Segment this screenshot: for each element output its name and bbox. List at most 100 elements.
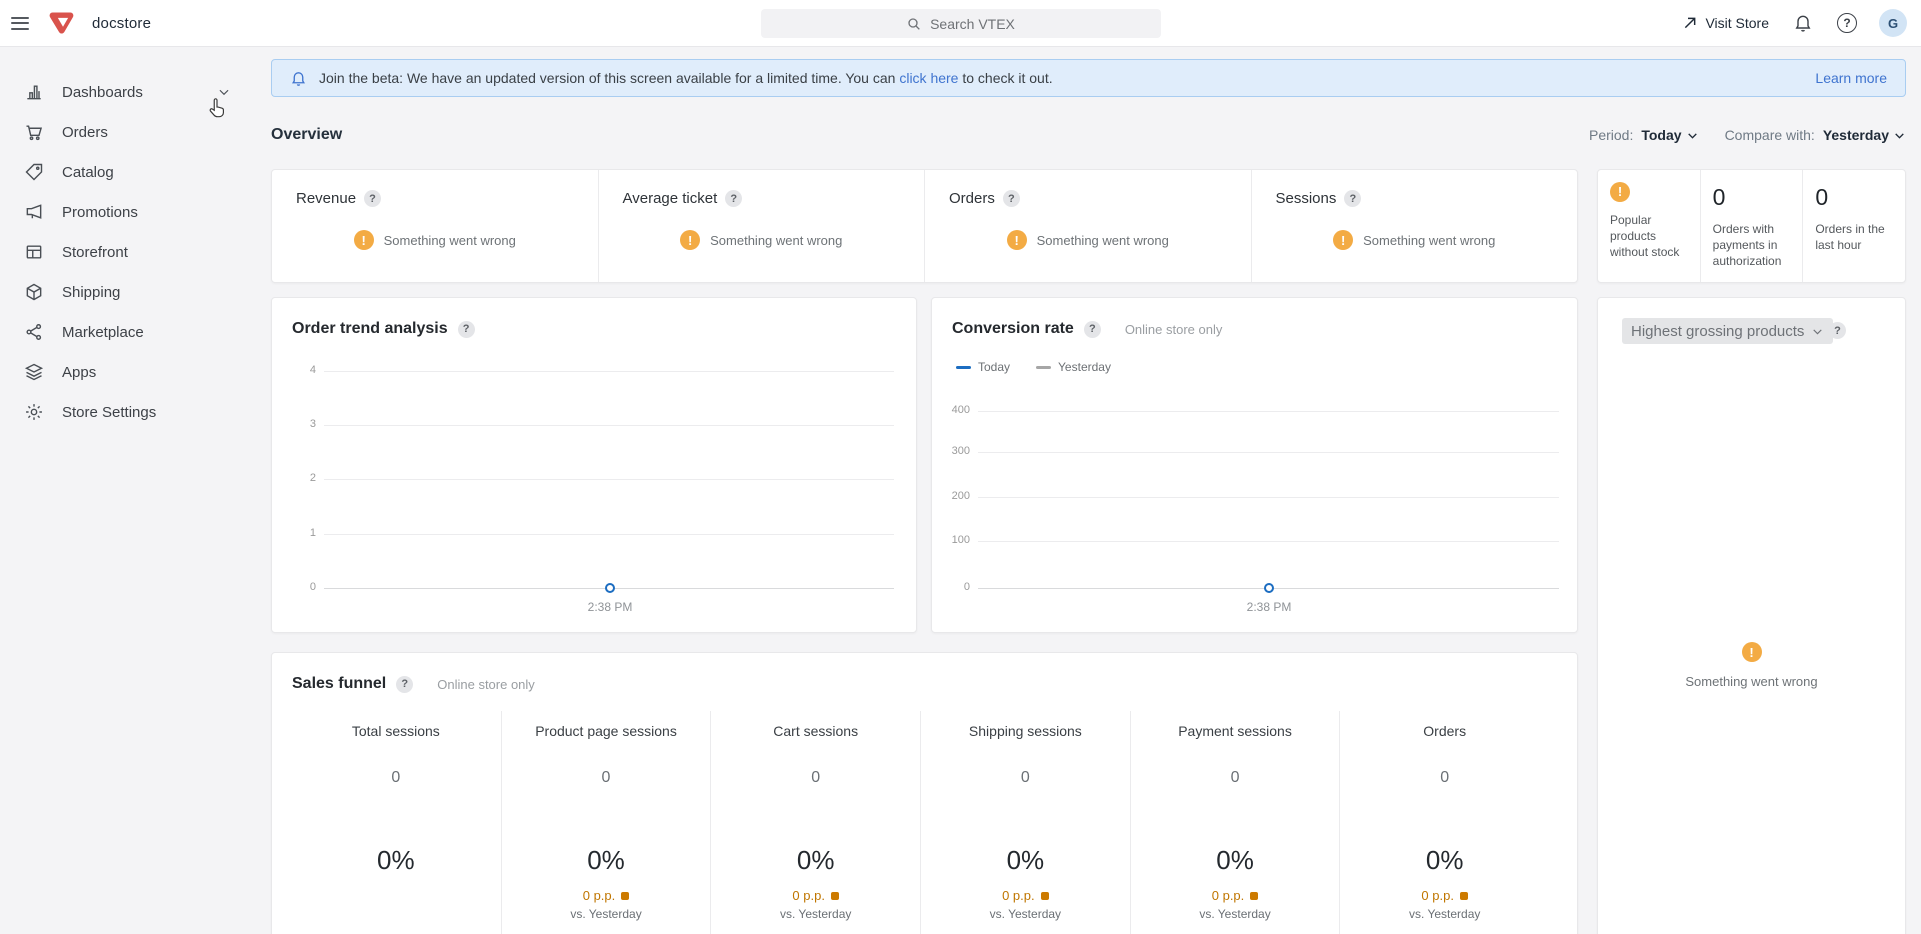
stat-value: 0 bbox=[1712, 184, 1726, 210]
help-icon[interactable]: ? bbox=[1002, 190, 1020, 207]
y-tick: 200 bbox=[951, 490, 970, 502]
stat-orders-last-hour: 0 Orders in the last hour bbox=[1802, 170, 1905, 282]
help-icon[interactable]: ? bbox=[1829, 322, 1846, 339]
external-link-icon bbox=[1685, 17, 1696, 29]
help-icon[interactable]: ? bbox=[396, 675, 414, 693]
x-tick: 2:38 PM bbox=[587, 600, 633, 614]
y-tick: 100 bbox=[951, 534, 970, 546]
stat-value: 0 bbox=[1815, 184, 1829, 210]
sidebar-item-promotions[interactable]: Promotions bbox=[0, 192, 251, 232]
help-icon[interactable]: ? bbox=[457, 320, 475, 338]
banner-text: Join the beta: We have an updated versio… bbox=[319, 70, 1053, 86]
funnel-col-shipping-sessions: Shipping sessions 0 0% 0 p.p. vs. Yester… bbox=[920, 711, 1130, 934]
layers-icon bbox=[24, 363, 44, 381]
legend-today[interactable]: Today bbox=[956, 360, 1010, 374]
compare-select[interactable]: Yesterday bbox=[1823, 127, 1906, 143]
delta: 0 p.p. bbox=[921, 888, 1130, 903]
funnel-col-payment-sessions: Payment sessions 0 0% 0 p.p. vs. Yesterd… bbox=[1129, 711, 1340, 934]
hamburger-icon bbox=[11, 13, 29, 33]
gear-icon bbox=[26, 404, 42, 420]
sidebar-item-label: Apps bbox=[62, 363, 97, 381]
quick-stats-card: ! Popular products without stock 0 Order… bbox=[1597, 169, 1906, 283]
sidebar-item-catalog[interactable]: Catalog bbox=[0, 152, 251, 192]
warning-icon: ! bbox=[1333, 230, 1354, 250]
sidebar-item-shipping[interactable]: Shipping bbox=[0, 272, 251, 312]
tag-icon bbox=[25, 163, 43, 181]
period-select[interactable]: Today bbox=[1641, 127, 1698, 143]
vs-label: vs. Yesterday bbox=[570, 907, 642, 921]
delta: 0 p.p. bbox=[502, 888, 711, 903]
chart-legend: Today Yesterday bbox=[956, 360, 1111, 374]
learn-more-link[interactable]: Learn more bbox=[1815, 70, 1887, 86]
chart-title: Conversion rate bbox=[952, 320, 1074, 337]
chevron-down-icon bbox=[1895, 132, 1904, 139]
cart-icon bbox=[26, 125, 43, 141]
online-store-only-badge: Online store only bbox=[1124, 321, 1223, 337]
stat-label: Orders with payments in authorization bbox=[1712, 222, 1782, 269]
vtex-logo-icon bbox=[49, 12, 74, 34]
section-title: Sales funnel bbox=[292, 675, 387, 692]
bell-icon bbox=[1795, 15, 1811, 32]
kpi-sessions: Sessions? ! Something went wrong bbox=[1250, 170, 1578, 282]
notifications-button[interactable] bbox=[1791, 11, 1815, 35]
main-content: Join the beta: We have an updated versio… bbox=[251, 47, 1921, 934]
warning-icon: ! bbox=[1741, 642, 1762, 662]
avatar[interactable]: G bbox=[1879, 9, 1907, 37]
help-icon[interactable]: ? bbox=[364, 190, 382, 207]
help-icon[interactable]: ? bbox=[725, 190, 743, 207]
help-icon[interactable]: ? bbox=[1344, 190, 1362, 207]
chevron-down-icon bbox=[1813, 328, 1823, 335]
delta: 0 p.p. bbox=[1340, 888, 1549, 903]
sidebar-item-dashboards[interactable]: Dashboards bbox=[0, 72, 251, 112]
kpi-card: Revenue? ! Something went wrong Average t… bbox=[271, 169, 1578, 283]
box-icon bbox=[26, 283, 42, 301]
topbar: docstore Search VTEX Visit Store ? G bbox=[0, 0, 1921, 47]
funnel-col-product-page-sessions: Product page sessions 0 0% 0 p.p. vs. Ye… bbox=[500, 711, 711, 934]
bar-chart-icon bbox=[27, 85, 41, 100]
sidebar-item-store-settings[interactable]: Store Settings bbox=[0, 392, 251, 432]
y-tick: 4 bbox=[309, 364, 316, 376]
overview-header: Overview Period: Today Compare with: Yes… bbox=[271, 122, 1906, 148]
conversion-rate-card: Conversion rate ? Online store only Toda… bbox=[931, 297, 1578, 633]
funnel-col-total-sessions: Total sessions 0 0% bbox=[351, 723, 440, 875]
kpi-revenue: Revenue? ! Something went wrong bbox=[272, 170, 598, 282]
data-point[interactable] bbox=[605, 583, 615, 593]
search-input[interactable]: Search VTEX bbox=[760, 9, 1161, 38]
sidebar-item-label: Shipping bbox=[62, 283, 121, 301]
help-button[interactable]: ? bbox=[1837, 13, 1857, 33]
data-point[interactable] bbox=[1264, 583, 1274, 593]
legend-swatch bbox=[1036, 365, 1052, 369]
product-ranking-select[interactable]: Highest grossing products bbox=[1622, 318, 1834, 344]
account-name: docstore bbox=[92, 14, 152, 32]
sidebar-item-apps[interactable]: Apps bbox=[0, 352, 251, 392]
sidebar-item-marketplace[interactable]: Marketplace bbox=[0, 312, 251, 352]
help-icon[interactable]: ? bbox=[1083, 320, 1101, 338]
sidebar-item-label: Catalog bbox=[62, 163, 114, 181]
layout-icon bbox=[26, 245, 42, 259]
y-tick: 2 bbox=[309, 472, 316, 484]
kpi-average-ticket: Average ticket? ! Something went wrong bbox=[597, 170, 925, 282]
chevron-down-icon[interactable] bbox=[217, 85, 231, 99]
compare-label: Compare with: bbox=[1724, 127, 1815, 143]
click-here-link[interactable]: click here bbox=[899, 70, 959, 86]
sales-funnel-card: Sales funnel ? Online store only Total s… bbox=[271, 652, 1578, 934]
legend-yesterday[interactable]: Yesterday bbox=[1036, 360, 1111, 374]
visit-store-link[interactable]: Visit Store bbox=[1682, 15, 1769, 31]
menu-button[interactable] bbox=[0, 0, 40, 47]
order-trend-card: Order trend analysis? 4 3 2 1 0 2:38 PM bbox=[271, 297, 917, 633]
y-tick: 1 bbox=[309, 527, 316, 539]
vs-label: vs. Yesterday bbox=[1409, 907, 1481, 921]
sidebar-item-label: Dashboards bbox=[62, 83, 143, 101]
stat-label: Popular products without stock bbox=[1610, 213, 1680, 260]
sidebar-item-orders[interactable]: Orders bbox=[0, 112, 251, 152]
chevron-down-icon bbox=[1687, 132, 1697, 139]
error-text: Something went wrong bbox=[383, 232, 516, 248]
stat-popular-products: ! Popular products without stock bbox=[1598, 170, 1700, 282]
beta-banner: Join the beta: We have an updated versio… bbox=[271, 59, 1906, 97]
delta: 0 p.p. bbox=[711, 888, 920, 903]
vs-label: vs. Yesterday bbox=[1199, 907, 1271, 921]
page-title: Overview bbox=[271, 126, 343, 143]
stat-label: Orders in the last hour bbox=[1815, 222, 1885, 253]
delta-marker-icon bbox=[621, 891, 630, 900]
sidebar-item-storefront[interactable]: Storefront bbox=[0, 232, 251, 272]
